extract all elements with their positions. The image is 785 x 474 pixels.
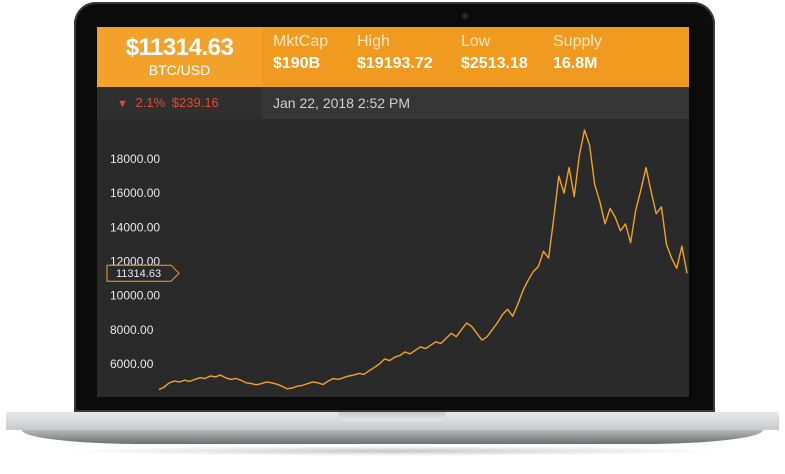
- current-price-tag-label: 11314.63: [116, 268, 161, 280]
- stat-supply: Supply 16.8M: [553, 33, 602, 73]
- stat-value: $2513.18: [461, 55, 528, 72]
- price-chart-svg: 18000.0016000.0014000.0012000.0010000.00…: [106, 129, 688, 391]
- currency-pair: BTC/USD: [148, 62, 211, 78]
- stat-low: Low $2513.18: [461, 33, 528, 73]
- y-tick-label: 8000.00: [110, 323, 154, 337]
- y-tick-label: 14000.00: [110, 220, 160, 234]
- laptop-base-bottom: [22, 430, 763, 444]
- down-arrow-icon: ▼: [117, 98, 128, 110]
- timestamp: Jan 22, 2018 2:52 PM: [273, 95, 410, 111]
- ticker-header: $11314.63 BTC/USD MktCap $190B High $191…: [97, 27, 689, 87]
- stat-mktcap: MktCap $190B: [273, 33, 328, 73]
- price-line: [158, 129, 688, 391]
- info-bar: ▼ 2.1% $239.16 Jan 22, 2018 2:52 PM: [97, 87, 689, 119]
- change-box: ▼ 2.1% $239.16: [97, 87, 262, 119]
- price-chart: 18000.00 16000.00 14000.00 12000.00 10000.00…: [97, 119, 689, 397]
- change-amount: $239.16: [171, 95, 219, 110]
- stat-label: Supply: [553, 33, 602, 50]
- stat-high: High $19193.72: [357, 33, 433, 73]
- y-tick-label: 18000.00: [110, 152, 160, 166]
- stats-bar: MktCap $190B High $19193.72 Low $2513.18…: [262, 27, 689, 87]
- stat-value: $190B: [273, 55, 321, 72]
- y-tick-label: 16000.00: [110, 186, 160, 200]
- y-tick-label: 10000.00: [110, 289, 160, 303]
- current-price-tag: [106, 264, 180, 282]
- laptop-base: [6, 412, 779, 430]
- y-tick-label: 6000.00: [110, 357, 154, 371]
- price-change: ▼ 2.1% $239.16: [117, 95, 219, 110]
- screen: $11314.63 BTC/USD MktCap $190B High $191…: [97, 27, 689, 397]
- price-box: $11314.63 BTC/USD: [97, 27, 262, 87]
- camera-icon: [462, 13, 468, 19]
- change-percent: 2.1%: [135, 95, 166, 110]
- stat-label: Low: [461, 33, 491, 50]
- laptop-notch: [338, 412, 446, 421]
- stat-value: 16.8M: [553, 55, 598, 72]
- stat-value: $19193.72: [357, 55, 433, 72]
- laptop-shadow: [60, 446, 725, 456]
- stat-label: High: [357, 33, 390, 50]
- stat-label: MktCap: [273, 33, 329, 50]
- current-price: $11314.63: [125, 34, 234, 61]
